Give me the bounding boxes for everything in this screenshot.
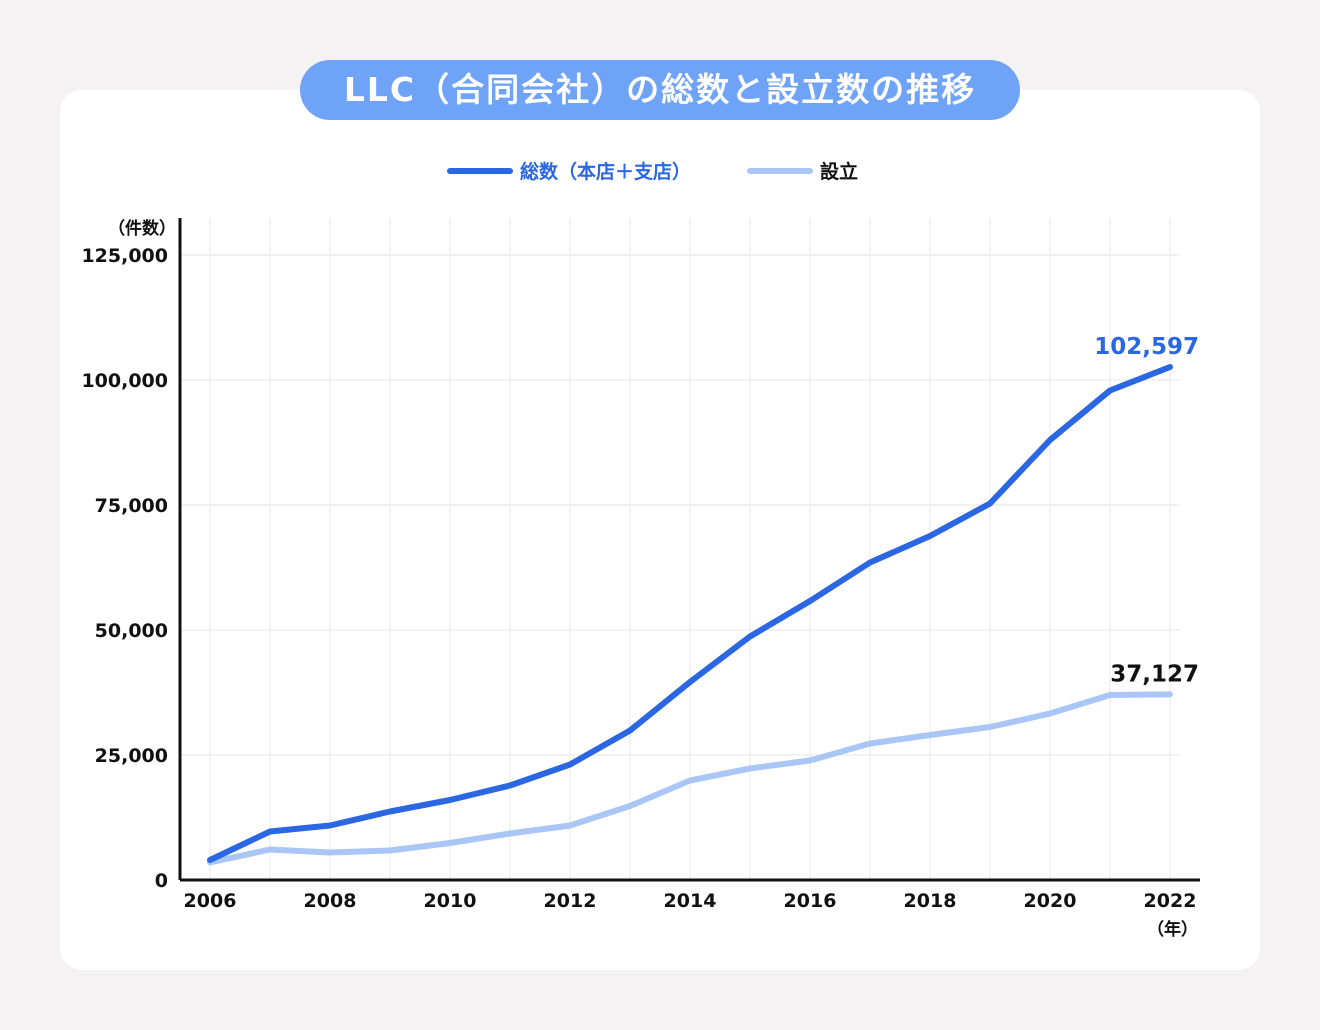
x-tick-label: 2010: [424, 890, 477, 912]
y-tick-label: 100,000: [81, 370, 168, 392]
series-line-total: [207, 364, 1173, 863]
y-tick-label: 25,000: [95, 745, 168, 767]
tick-labels: 0 25,000 50,000 75,000 100,000 125,000 2006 200…: [81, 245, 1196, 912]
x-tick-label: 2008: [304, 890, 357, 912]
x-tick-label: 2014: [664, 890, 717, 912]
legend: 総数（本店＋支店） 設立: [447, 160, 858, 183]
y-tick-label: 75,000: [95, 495, 168, 517]
y-tick-label: 0: [155, 870, 168, 892]
x-axis-title: （年）: [1147, 919, 1198, 940]
end-label-established: 37,127: [1110, 661, 1199, 687]
series-line-established: [207, 691, 1173, 866]
y-tick-label: 50,000: [95, 620, 168, 642]
legend-label-established: 設立: [820, 160, 858, 183]
series-lines: [207, 364, 1173, 866]
x-tick-label: 2012: [544, 890, 597, 912]
x-tick-label: 2018: [904, 890, 957, 912]
grid-lines: [180, 218, 1180, 880]
legend-label-total: 総数（本店＋支店）: [520, 160, 691, 183]
data-labels: 102,597 37,127: [1094, 334, 1199, 687]
y-axis-title: （件数）: [108, 218, 176, 239]
chart-card: [60, 90, 1260, 970]
axes: [178, 218, 1200, 882]
end-label-total: 102,597: [1094, 334, 1199, 360]
x-tick-label: 2006: [184, 890, 237, 912]
x-tick-label: 2016: [784, 890, 837, 912]
x-tick-label: 2022: [1144, 890, 1197, 912]
y-tick-label: 125,000: [81, 245, 168, 267]
chart-title: LLC（合同会社）の総数と設立数の推移: [300, 60, 1020, 120]
x-tick-label: 2020: [1024, 890, 1077, 912]
